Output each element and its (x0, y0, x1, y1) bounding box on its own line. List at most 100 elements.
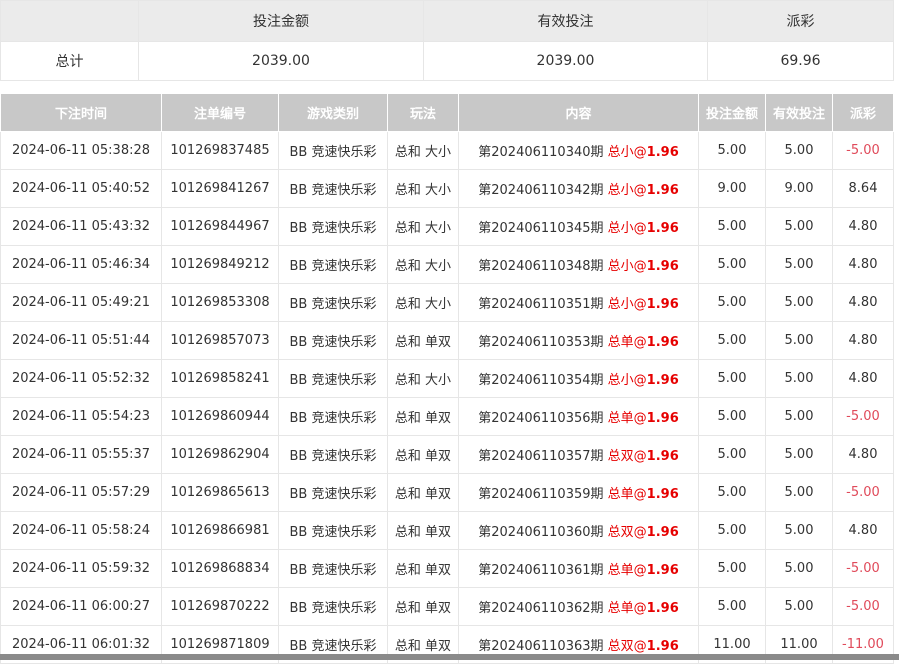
bet-content: 第202406110342期 总小@1.96 (458, 169, 699, 208)
play-type: 总和 大小 (387, 283, 459, 322)
bet-time: 2024-06-11 05:54:23 (0, 397, 162, 436)
bet-time: 2024-06-11 05:43:32 (0, 207, 162, 246)
game-type: BB 竞速快乐彩 (278, 169, 388, 208)
bet-content: 第202406110345期 总小@1.96 (458, 207, 699, 246)
summary-header-blank (0, 0, 139, 42)
odds: 1.96 (646, 449, 679, 464)
order-id: 101269853308 (161, 283, 279, 322)
valid-bet: 5.00 (765, 283, 833, 322)
play-type: 总和 单双 (387, 435, 459, 474)
header-order-id: 注单编号 (161, 93, 279, 132)
game-type: BB 竞速快乐彩 (278, 245, 388, 284)
payout: 4.80 (832, 245, 894, 284)
at-sign: @ (633, 639, 647, 654)
summary-total-row: 总计 2039.00 2039.00 69.96 (0, 41, 894, 81)
bet-time: 2024-06-11 05:59:32 (0, 549, 162, 588)
order-id: 101269841267 (161, 169, 279, 208)
header-valid-bet: 有效投注 (765, 93, 833, 132)
bet-content: 第202406110361期 总单@1.96 (458, 549, 699, 588)
payout: 4.80 (832, 207, 894, 246)
bet-content: 第202406110351期 总小@1.96 (458, 283, 699, 322)
period: 第202406110353期 (478, 335, 604, 350)
order-id: 101269844967 (161, 207, 279, 246)
payout: -5.00 (832, 131, 894, 170)
valid-bet: 5.00 (765, 511, 833, 550)
bet-time: 2024-06-11 05:46:34 (0, 245, 162, 284)
pick: 总小 (607, 373, 634, 388)
payout: 8.64 (832, 169, 894, 208)
pick: 总双 (607, 525, 634, 540)
play-type: 总和 单双 (387, 321, 459, 360)
table-row: 2024-06-11 05:54:23 101269860944 BB 竞速快乐彩总… (0, 397, 894, 436)
play-type: 总和 单双 (387, 511, 459, 550)
odds: 1.96 (646, 259, 679, 274)
bet-amount: 5.00 (698, 511, 766, 550)
summary-header-valid: 有效投注 (423, 0, 708, 42)
game-type: BB 竞速快乐彩 (278, 131, 388, 170)
bet-amount: 5.00 (698, 397, 766, 436)
bet-content: 第202406110353期 总单@1.96 (458, 321, 699, 360)
table-row: 2024-06-11 05:51:44 101269857073 BB 竞速快乐彩总… (0, 321, 894, 360)
odds: 1.96 (646, 297, 679, 312)
at-sign: @ (633, 297, 647, 312)
bet-amount: 5.00 (698, 435, 766, 474)
at-sign: @ (633, 259, 647, 274)
order-id: 101269857073 (161, 321, 279, 360)
pick: 总单 (607, 601, 634, 616)
odds: 1.96 (646, 221, 679, 236)
bet-time: 2024-06-11 05:40:52 (0, 169, 162, 208)
at-sign: @ (633, 449, 647, 464)
payout: -5.00 (832, 473, 894, 512)
odds: 1.96 (646, 335, 679, 350)
period: 第202406110361期 (478, 563, 604, 578)
table-row: 2024-06-11 05:59:32 101269868834 BB 竞速快乐彩总… (0, 549, 894, 588)
bet-content: 第202406110360期 总双@1.96 (458, 511, 699, 550)
bet-time: 2024-06-11 05:55:37 (0, 435, 162, 474)
pick: 总小 (607, 259, 634, 274)
header-content: 内容 (458, 93, 699, 132)
table-row: 2024-06-11 05:49:21 101269853308 BB 竞速快乐彩总… (0, 283, 894, 322)
bet-amount: 5.00 (698, 359, 766, 398)
bet-time: 2024-06-11 05:38:28 (0, 131, 162, 170)
order-id: 101269865613 (161, 473, 279, 512)
bet-amount: 5.00 (698, 587, 766, 626)
header-bet-amount: 投注金额 (698, 93, 766, 132)
bet-time: 2024-06-11 05:51:44 (0, 321, 162, 360)
valid-bet: 9.00 (765, 169, 833, 208)
valid-bet: 5.00 (765, 397, 833, 436)
pick: 总单 (607, 487, 634, 502)
period: 第202406110340期 (478, 145, 604, 160)
bet-amount: 5.00 (698, 245, 766, 284)
valid-bet: 5.00 (765, 435, 833, 474)
bet-content: 第202406110359期 总单@1.96 (458, 473, 699, 512)
at-sign: @ (633, 563, 647, 578)
bet-time: 2024-06-11 05:49:21 (0, 283, 162, 322)
at-sign: @ (633, 601, 647, 616)
at-sign: @ (633, 335, 647, 350)
play-type: 总和 大小 (387, 131, 459, 170)
pick: 总小 (607, 183, 634, 198)
pick: 总小 (607, 221, 634, 236)
pick: 总双 (607, 449, 634, 464)
odds: 1.96 (646, 487, 679, 502)
payout: 4.80 (832, 435, 894, 474)
header-time: 下注时间 (0, 93, 162, 132)
odds: 1.96 (646, 525, 679, 540)
bet-time: 2024-06-11 06:00:27 (0, 587, 162, 626)
period: 第202406110360期 (478, 525, 604, 540)
bet-amount: 5.00 (698, 131, 766, 170)
bet-content: 第202406110354期 总小@1.96 (458, 359, 699, 398)
valid-bet: 5.00 (765, 359, 833, 398)
odds: 1.96 (646, 373, 679, 388)
at-sign: @ (633, 373, 647, 388)
valid-bet: 5.00 (765, 321, 833, 360)
play-type: 总和 大小 (387, 359, 459, 398)
payout: -5.00 (832, 549, 894, 588)
bet-records-table: 下注时间 注单编号 游戏类别 玩法 内容 投注金额 有效投注 派彩 2024-06-11 05… (0, 93, 894, 664)
bet-amount: 9.00 (698, 169, 766, 208)
odds: 1.96 (646, 145, 679, 160)
horizontal-scrollbar[interactable] (0, 654, 899, 660)
bet-amount: 5.00 (698, 549, 766, 588)
order-id: 101269858241 (161, 359, 279, 398)
period: 第202406110359期 (478, 487, 604, 502)
